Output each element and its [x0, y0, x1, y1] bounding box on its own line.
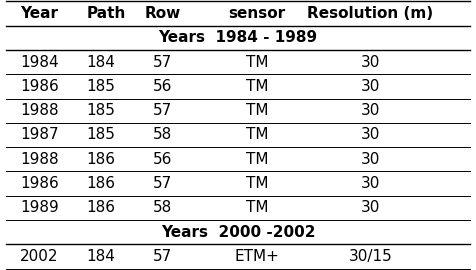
- Text: 30: 30: [361, 200, 380, 215]
- Text: Year: Year: [20, 6, 59, 21]
- Text: 186: 186: [87, 176, 116, 191]
- Text: 30: 30: [361, 176, 380, 191]
- Text: 57: 57: [153, 55, 172, 70]
- Text: TM: TM: [246, 152, 268, 167]
- Text: 30: 30: [361, 127, 380, 143]
- Text: 185: 185: [87, 127, 116, 143]
- Text: 186: 186: [87, 152, 116, 167]
- Text: TM: TM: [246, 55, 268, 70]
- Text: 57: 57: [153, 176, 172, 191]
- Text: 184: 184: [87, 55, 116, 70]
- Text: 30/15: 30/15: [348, 249, 392, 264]
- Text: TM: TM: [246, 79, 268, 94]
- Text: ETM+: ETM+: [235, 249, 279, 264]
- Text: 30: 30: [361, 152, 380, 167]
- Text: TM: TM: [246, 176, 268, 191]
- Text: Row: Row: [144, 6, 180, 21]
- Text: 30: 30: [361, 103, 380, 118]
- Text: 185: 185: [87, 103, 116, 118]
- Text: 184: 184: [87, 249, 116, 264]
- Text: TM: TM: [246, 103, 268, 118]
- Text: 57: 57: [153, 103, 172, 118]
- Text: 186: 186: [87, 200, 116, 215]
- Text: 30: 30: [361, 79, 380, 94]
- Text: TM: TM: [246, 200, 268, 215]
- Text: 57: 57: [153, 249, 172, 264]
- Text: 2002: 2002: [20, 249, 59, 264]
- Text: 30: 30: [361, 55, 380, 70]
- Text: Path: Path: [87, 6, 126, 21]
- Text: 58: 58: [153, 127, 172, 143]
- Text: Resolution (m): Resolution (m): [307, 6, 434, 21]
- Text: 56: 56: [153, 152, 172, 167]
- Text: Years  1984 - 1989: Years 1984 - 1989: [159, 30, 317, 45]
- Text: 1984: 1984: [20, 55, 59, 70]
- Text: 58: 58: [153, 200, 172, 215]
- Text: TM: TM: [246, 127, 268, 143]
- Text: Years  2000 -2002: Years 2000 -2002: [161, 225, 315, 240]
- Text: 1988: 1988: [20, 152, 59, 167]
- Text: sensor: sensor: [228, 6, 286, 21]
- Text: 185: 185: [87, 79, 116, 94]
- Text: 1989: 1989: [20, 200, 59, 215]
- Text: 1986: 1986: [20, 176, 59, 191]
- Text: 56: 56: [153, 79, 172, 94]
- Text: 1986: 1986: [20, 79, 59, 94]
- Text: 1988: 1988: [20, 103, 59, 118]
- Text: 1987: 1987: [20, 127, 59, 143]
